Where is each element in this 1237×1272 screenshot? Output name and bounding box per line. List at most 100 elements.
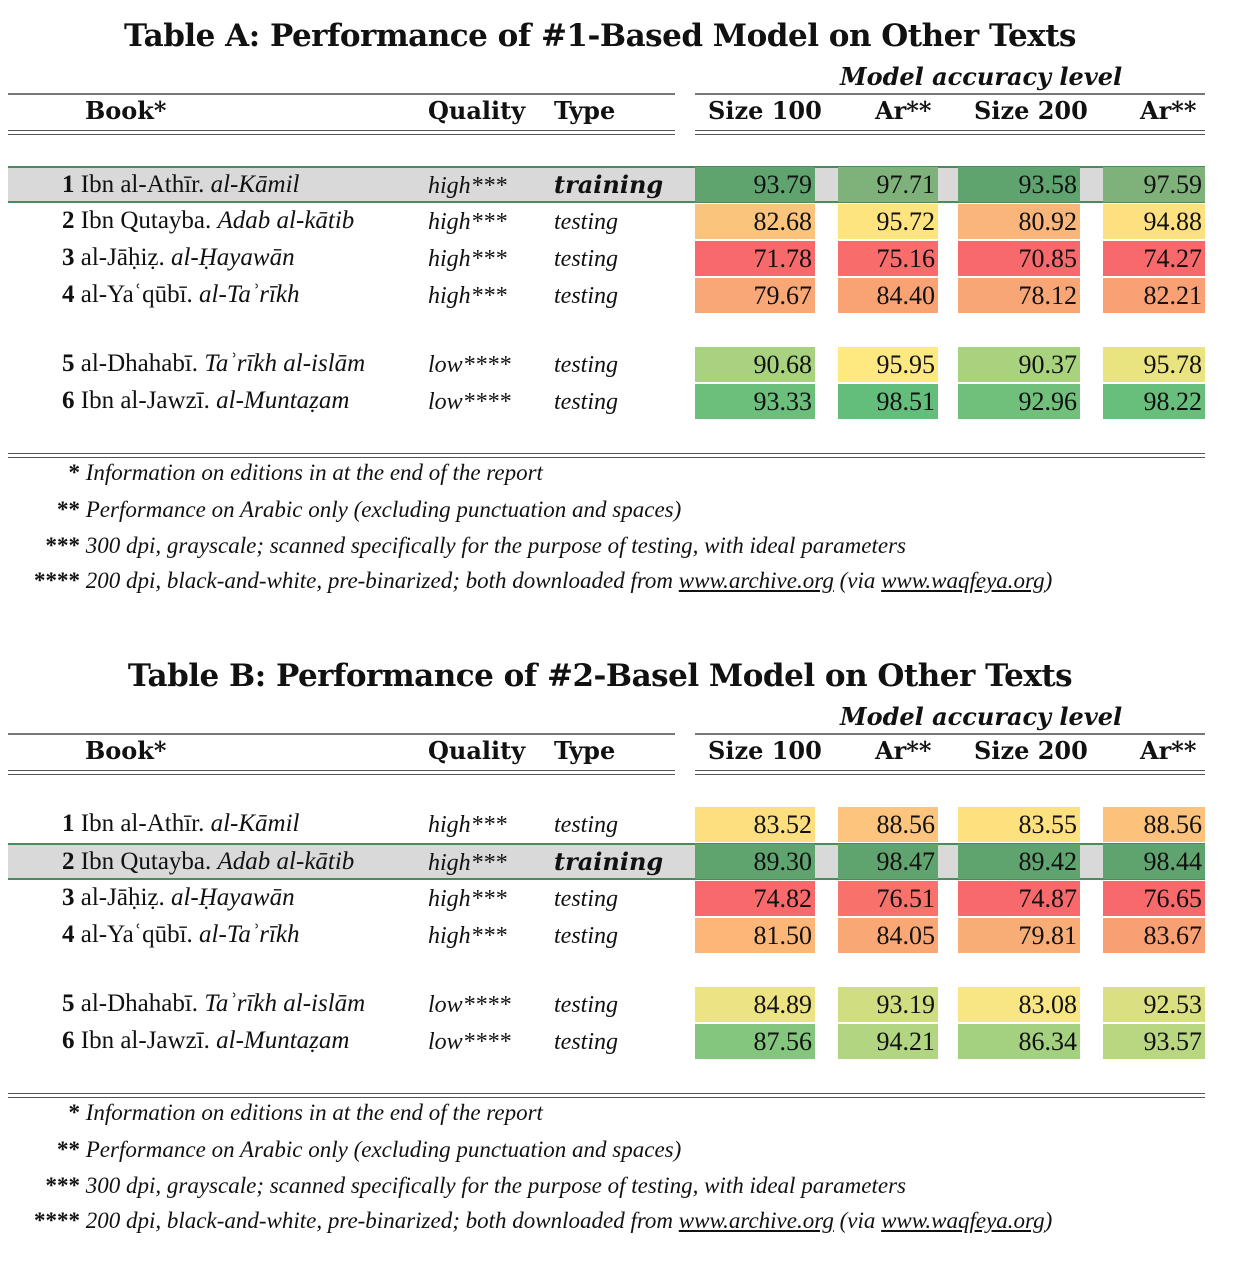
type-cell: testing — [554, 812, 618, 838]
table-title: Table B: Performance of #2-Basel Model o… — [127, 658, 1073, 694]
author: al-Dhahabī. — [80, 350, 199, 377]
accuracy-cell: 97.71 — [838, 167, 938, 202]
book-cell: 2 Ibn Qutayba. Adab al-kātib — [62, 848, 354, 876]
accuracy-cell: 84.05 — [838, 918, 938, 953]
table-row: 1 Ibn al-Athīr. al-Kāmil high*** training 9… — [8, 166, 1205, 203]
work-title: Taʾrīkh al-islām — [204, 990, 366, 1017]
table-a: Table A: Performance of #1-Based Model o… — [0, 0, 1237, 620]
column-header-c2: Ar** — [875, 96, 932, 125]
accuracy-cell: 86.34 — [958, 1024, 1080, 1059]
table-row: 5 al-Dhahabī. Taʾrīkh al-islām low**** tes… — [0, 347, 1237, 384]
type-cell: testing — [554, 352, 618, 378]
accuracy-cell: 89.30 — [695, 844, 815, 879]
book-cell: 3 al-Jāḥiẓ. al-Ḥayawān — [62, 884, 295, 912]
header-top-rule — [695, 93, 1205, 95]
group-header: Model accuracy level — [840, 62, 1123, 91]
footnote-text-via: (via — [839, 568, 876, 593]
table-row: 3 al-Jāḥiẓ. al-Ḥayawān high*** testing 74.8… — [0, 881, 1237, 918]
accuracy-cell: 92.96 — [958, 384, 1080, 419]
table-row: 5 al-Dhahabī. Taʾrīkh al-islām low**** tes… — [0, 987, 1237, 1024]
column-header-type: Type — [554, 736, 616, 765]
accuracy-cell: 93.33 — [695, 384, 815, 419]
row-number: 3 — [62, 244, 75, 271]
work-title: al-Taʾrīkh — [199, 921, 300, 948]
author: al-Yaʿqūbī. — [80, 281, 193, 308]
footnote-marker: *** — [45, 533, 81, 558]
footnote: **** 200 dpi, black-and-white, pre-binar… — [4, 568, 1052, 594]
column-header-c1: Size 100 — [708, 96, 822, 125]
column-header-c3: Size 200 — [974, 736, 1088, 765]
table-b: Table B: Performance of #2-Basel Model o… — [0, 640, 1237, 1260]
column-header-c3: Size 200 — [974, 96, 1088, 125]
accuracy-cell: 95.95 — [838, 347, 938, 382]
accuracy-cell: 93.57 — [1103, 1024, 1205, 1059]
book-cell: 2 Ibn Qutayba. Adab al-kātib — [62, 207, 354, 235]
work-title: al-Taʾrīkh — [199, 281, 300, 308]
work-title: al-Muntaẓam — [216, 387, 350, 414]
footnote-marker: * — [68, 1100, 81, 1125]
column-header-c4: Ar** — [1140, 96, 1197, 125]
work-title: al-Ḥayawān — [170, 244, 295, 271]
accuracy-cell: 98.22 — [1103, 384, 1205, 419]
column-header-type: Type — [554, 96, 616, 125]
work-title: al-Ḥayawān — [170, 884, 295, 911]
accuracy-cell: 93.79 — [695, 167, 815, 202]
footnote: *** 300 dpi, grayscale; scanned specific… — [4, 533, 906, 559]
table-row: 1 Ibn al-Athīr. al-Kāmil high*** testing 83… — [0, 807, 1237, 844]
table-bottom-rule — [8, 453, 1205, 458]
accuracy-cell: 80.92 — [958, 204, 1080, 239]
accuracy-cell: 83.67 — [1103, 918, 1205, 953]
accuracy-cell: 94.88 — [1103, 204, 1205, 239]
table-row: 6 Ibn al-Jawzī. al-Muntaẓam low**** testin… — [0, 1024, 1237, 1061]
footnote-marker: ** — [57, 1137, 80, 1162]
archive-link[interactable]: www.archive.org — [678, 568, 834, 593]
author: al-Jāḥiẓ. — [80, 244, 165, 271]
column-header-c2: Ar** — [875, 736, 932, 765]
accuracy-cell: 90.68 — [695, 347, 815, 382]
author: Ibn al-Jawzī. — [80, 1027, 210, 1054]
type-cell: testing — [554, 209, 618, 235]
header-bottom-rule — [8, 770, 675, 775]
header-top-rule — [695, 733, 1205, 735]
quality-cell: high*** — [428, 173, 507, 199]
row-number: 4 — [62, 281, 75, 308]
work-title: Adab al-kātib — [217, 207, 355, 234]
row-number: 4 — [62, 921, 75, 948]
table-bottom-rule — [8, 1093, 1205, 1098]
quality-cell: high*** — [428, 812, 507, 838]
quality-cell: high*** — [428, 850, 507, 876]
author: Ibn Qutayba. — [80, 848, 212, 875]
quality-cell: low**** — [428, 389, 511, 415]
row-number: 2 — [62, 848, 75, 875]
author: al-Dhahabī. — [80, 990, 199, 1017]
accuracy-cell: 98.44 — [1103, 844, 1205, 879]
author: Ibn al-Athīr. — [80, 810, 205, 837]
author: al-Yaʿqūbī. — [80, 921, 193, 948]
accuracy-cell: 93.19 — [838, 987, 938, 1022]
work-title: Adab al-kātib — [217, 848, 355, 875]
table-row: 2 Ibn Qutayba. Adab al-kātib high*** train… — [8, 843, 1205, 880]
footnote-text: Performance on Arabic only (excluding pu… — [85, 497, 682, 522]
footnote-text-end: ) — [1044, 568, 1053, 593]
footnote-text: 200 dpi, black-and-white, pre-binarized;… — [85, 1208, 674, 1233]
author: al-Jāḥiẓ. — [80, 884, 165, 911]
accuracy-cell: 75.16 — [838, 241, 938, 276]
row-number: 2 — [62, 207, 75, 234]
footnote-marker: **** — [34, 568, 80, 593]
footnote-text: 300 dpi, grayscale; scanned specifically… — [85, 1173, 906, 1198]
accuracy-cell: 82.21 — [1103, 278, 1205, 313]
waqfeya-link[interactable]: www.waqfeya.org — [881, 1208, 1045, 1233]
work-title: al-Kāmil — [210, 810, 300, 837]
quality-cell: high*** — [428, 886, 507, 912]
type-cell: testing — [554, 886, 618, 912]
footnote-text: Information on editions in at the end of… — [85, 460, 543, 485]
waqfeya-link[interactable]: www.waqfeya.org — [881, 568, 1045, 593]
column-header-quality: Quality — [428, 96, 526, 125]
type-cell: testing — [554, 992, 618, 1018]
table-row: 4 al-Yaʿqūbī. al-Taʾrīkh high*** testing 79… — [0, 278, 1237, 315]
footnote: *** 300 dpi, grayscale; scanned specific… — [4, 1173, 906, 1199]
archive-link[interactable]: www.archive.org — [678, 1208, 834, 1233]
type-cell: testing — [554, 1029, 618, 1055]
accuracy-cell: 76.65 — [1103, 881, 1205, 916]
header-bottom-rule — [695, 130, 1205, 135]
